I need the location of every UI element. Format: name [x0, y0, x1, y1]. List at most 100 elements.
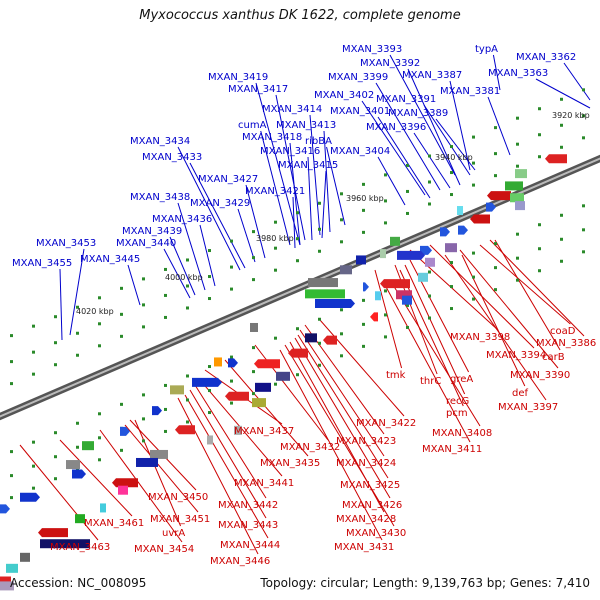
- gene-block[interactable]: [396, 290, 412, 300]
- gene-block[interactable]: [515, 201, 525, 211]
- gene-label-minus[interactable]: MXAN_3408: [432, 428, 492, 439]
- gene-label-plus[interactable]: MXAN_3381: [440, 86, 500, 97]
- gene-arrow[interactable]: [458, 225, 468, 235]
- gene-label-minus[interactable]: MXAN_3430: [346, 528, 406, 539]
- gene-label-minus[interactable]: coaD: [550, 326, 576, 337]
- gene-label-plus[interactable]: MXAN_3402: [314, 90, 374, 101]
- gene-arrow[interactable]: [370, 312, 378, 322]
- gene-arrow[interactable]: [20, 492, 40, 502]
- gene-label-plus[interactable]: MXAN_3421: [245, 186, 305, 197]
- gene-label-plus[interactable]: MXAN_3427: [198, 174, 258, 185]
- gene-label-plus[interactable]: ribBA: [305, 136, 332, 147]
- gene-label-minus[interactable]: MXAN_3425: [340, 480, 400, 491]
- gene-label-minus[interactable]: MXAN_3423: [336, 436, 396, 447]
- gene-label-plus[interactable]: MXAN_3415: [278, 160, 338, 171]
- gene-label-minus[interactable]: MXAN_3422: [356, 418, 416, 429]
- gene-arrow[interactable]: [487, 191, 511, 201]
- gene-label-minus[interactable]: MXAN_3386: [536, 338, 596, 349]
- gene-label-plus[interactable]: MXAN_3416: [260, 146, 320, 157]
- gene-arrow[interactable]: [192, 377, 222, 387]
- gene-label-plus[interactable]: MXAN_3362: [516, 52, 576, 63]
- gene-label-plus[interactable]: MXAN_3393: [342, 44, 402, 55]
- gene-label-minus[interactable]: pcm: [446, 408, 468, 419]
- gene-arrow[interactable]: [470, 214, 490, 224]
- gene-arrow[interactable]: [363, 282, 369, 292]
- gene-block[interactable]: [250, 322, 258, 332]
- gene-label-minus[interactable]: MXAN_3446: [210, 556, 270, 567]
- gene-block[interactable]: [356, 255, 366, 265]
- gene-label-plus[interactable]: MXAN_3363: [488, 68, 548, 79]
- gene-label-plus[interactable]: MXAN_3419: [208, 72, 268, 83]
- gene-block[interactable]: [305, 333, 317, 343]
- gene-label-plus[interactable]: MXAN_3433: [142, 152, 202, 163]
- gene-arrow[interactable]: [288, 348, 308, 358]
- gene-label-plus[interactable]: MXAN_3440: [116, 238, 176, 249]
- gene-label-plus[interactable]: MXAN_3396: [366, 122, 426, 133]
- gene-arrow[interactable]: [420, 245, 432, 255]
- gene-label-minus[interactable]: MXAN_3431: [334, 542, 394, 553]
- gene-label-plus[interactable]: typA: [475, 44, 498, 55]
- gene-block[interactable]: [308, 278, 338, 288]
- gene-block[interactable]: [380, 249, 386, 259]
- gene-label-minus[interactable]: MXAN_3454: [134, 544, 194, 555]
- gene-arrow[interactable]: [225, 391, 249, 401]
- gene-block[interactable]: [207, 435, 213, 445]
- gene-label-minus[interactable]: MXAN_3397: [498, 402, 558, 413]
- gene-label-plus[interactable]: MXAN_3418: [242, 132, 302, 143]
- gene-label-minus[interactable]: recG: [446, 396, 469, 407]
- gene-arrow[interactable]: [380, 279, 410, 289]
- gene-label-plus[interactable]: MXAN_3445: [80, 254, 140, 265]
- gene-label-minus[interactable]: MXAN_3444: [220, 540, 280, 551]
- gene-label-plus[interactable]: MXAN_3401: [330, 106, 390, 117]
- gene-label-minus[interactable]: MXAN_3443: [218, 520, 278, 531]
- gene-label-plus[interactable]: MXAN_3455: [12, 258, 72, 269]
- gene-label-minus[interactable]: MXAN_3394: [486, 350, 546, 361]
- gene-label-minus[interactable]: MXAN_3432: [280, 442, 340, 453]
- gene-label-plus[interactable]: MXAN_3389: [388, 108, 448, 119]
- gene-label-plus[interactable]: MXAN_3404: [330, 146, 390, 157]
- gene-label-minus[interactable]: def: [512, 388, 529, 399]
- gene-label-plus[interactable]: MXAN_3413: [276, 120, 336, 131]
- gene-label-minus[interactable]: MXAN_3461: [84, 518, 144, 529]
- gene-arrow[interactable]: [72, 469, 86, 479]
- gene-arrow[interactable]: [228, 358, 238, 368]
- gene-block[interactable]: [118, 485, 128, 495]
- gene-label-plus[interactable]: MXAN_3387: [402, 70, 462, 81]
- gene-arrow[interactable]: [397, 250, 425, 260]
- gene-arrow[interactable]: [486, 202, 496, 212]
- gene-label-minus[interactable]: MXAN_3463: [50, 542, 110, 553]
- gene-block[interactable]: [445, 243, 457, 253]
- gene-block[interactable]: [20, 552, 30, 562]
- gene-arrow[interactable]: [152, 406, 162, 416]
- gene-label-minus[interactable]: MXAN_3424: [336, 458, 396, 469]
- gene-label-plus[interactable]: MXAN_3414: [262, 104, 322, 115]
- gene-label-plus[interactable]: MXAN_3429: [190, 198, 250, 209]
- gene-block[interactable]: [505, 181, 523, 191]
- gene-label-plus[interactable]: MXAN_3399: [328, 72, 388, 83]
- gene-block[interactable]: [150, 449, 168, 459]
- gene-block[interactable]: [136, 457, 158, 467]
- gene-label-minus[interactable]: tmk: [386, 370, 406, 381]
- gene-block[interactable]: [234, 425, 242, 435]
- gene-label-plus[interactable]: cumA: [238, 120, 267, 131]
- gene-label-minus[interactable]: MXAN_3451: [150, 514, 210, 525]
- gene-block[interactable]: [40, 539, 90, 549]
- gene-block[interactable]: [510, 193, 524, 203]
- gene-arrow[interactable]: [323, 335, 337, 345]
- gene-block[interactable]: [276, 371, 290, 381]
- gene-block[interactable]: [340, 265, 352, 275]
- gene-label-plus[interactable]: MXAN_3417: [228, 84, 288, 95]
- gene-label-minus[interactable]: MXAN_3390: [510, 370, 570, 381]
- gene-label-plus[interactable]: MXAN_3434: [130, 136, 190, 147]
- gene-label-minus[interactable]: MXAN_3450: [148, 492, 208, 503]
- gene-block[interactable]: [0, 581, 14, 591]
- gene-label-minus[interactable]: MXAN_3442: [218, 500, 278, 511]
- gene-label-minus[interactable]: uvrA: [162, 528, 185, 539]
- gene-block[interactable]: [515, 169, 527, 179]
- gene-block[interactable]: [390, 236, 400, 246]
- gene-arrow[interactable]: [254, 359, 280, 369]
- gene-block[interactable]: [418, 272, 428, 282]
- gene-arrow[interactable]: [0, 504, 10, 514]
- gene-label-plus[interactable]: MXAN_3439: [122, 226, 182, 237]
- gene-label-minus[interactable]: MXAN_3441: [234, 478, 294, 489]
